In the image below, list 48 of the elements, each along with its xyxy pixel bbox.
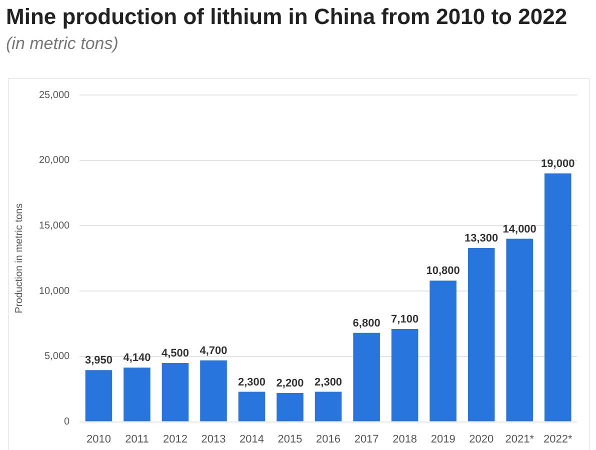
x-tick-label: 2017 — [354, 433, 379, 446]
bar — [506, 238, 533, 422]
data-label: 6,800 — [352, 317, 380, 330]
x-tick-label: 2018 — [392, 433, 418, 446]
bar — [544, 173, 572, 422]
x-tick-label: 2019 — [430, 433, 456, 446]
data-label: 2,200 — [276, 378, 304, 390]
x-tick-label: 2015 — [278, 433, 302, 446]
y-tick-label: 0 — [64, 416, 70, 428]
bar — [391, 328, 418, 422]
data-label: 2,300 — [238, 376, 266, 388]
x-tick-label: 2012 — [163, 433, 188, 446]
bar — [162, 362, 189, 422]
data-label: 7,100 — [391, 314, 419, 326]
y-tick-label: 25,000 — [38, 90, 70, 101]
x-tick-label: 2022* — [543, 433, 573, 446]
x-tick-label: 2021* — [505, 433, 535, 446]
data-label: 4,140 — [123, 352, 151, 364]
x-tick-label: 2016 — [316, 433, 341, 446]
bar — [238, 392, 266, 422]
data-label: 2,300 — [314, 376, 342, 388]
bar — [430, 280, 456, 422]
bar — [314, 392, 342, 422]
data-label: 3,950 — [84, 354, 112, 367]
bar — [85, 370, 112, 422]
bar — [353, 332, 380, 422]
data-label: 4,700 — [200, 344, 228, 357]
x-tick-label: 2013 — [201, 433, 226, 446]
y-tick-label: 20,000 — [38, 155, 70, 166]
x-tick-label: 2011 — [125, 433, 149, 446]
y-axis-title: Production in metric tons — [14, 203, 25, 314]
x-tick-label: 2014 — [240, 433, 264, 446]
data-label: 10,800 — [426, 265, 460, 278]
y-tick-label: 10,000 — [38, 286, 70, 297]
bar — [124, 368, 150, 422]
bar — [200, 360, 227, 422]
data-label: 19,000 — [541, 158, 575, 170]
data-label: 4,500 — [161, 348, 190, 360]
data-label: 13,300 — [464, 232, 498, 244]
bar — [276, 393, 304, 422]
chart-subtitle: (in metric tons) — [5, 33, 120, 54]
y-tick-label: 5,000 — [44, 351, 70, 362]
y-tick-label: 15,000 — [38, 220, 70, 232]
bar — [468, 248, 495, 422]
x-tick-label: 2010 — [86, 433, 111, 446]
data-label: 14,000 — [502, 223, 536, 236]
chart-title: Mine production of lithium in China from 2010 to 2022 — [5, 3, 568, 30]
x-tick-label: 2020 — [469, 433, 494, 446]
